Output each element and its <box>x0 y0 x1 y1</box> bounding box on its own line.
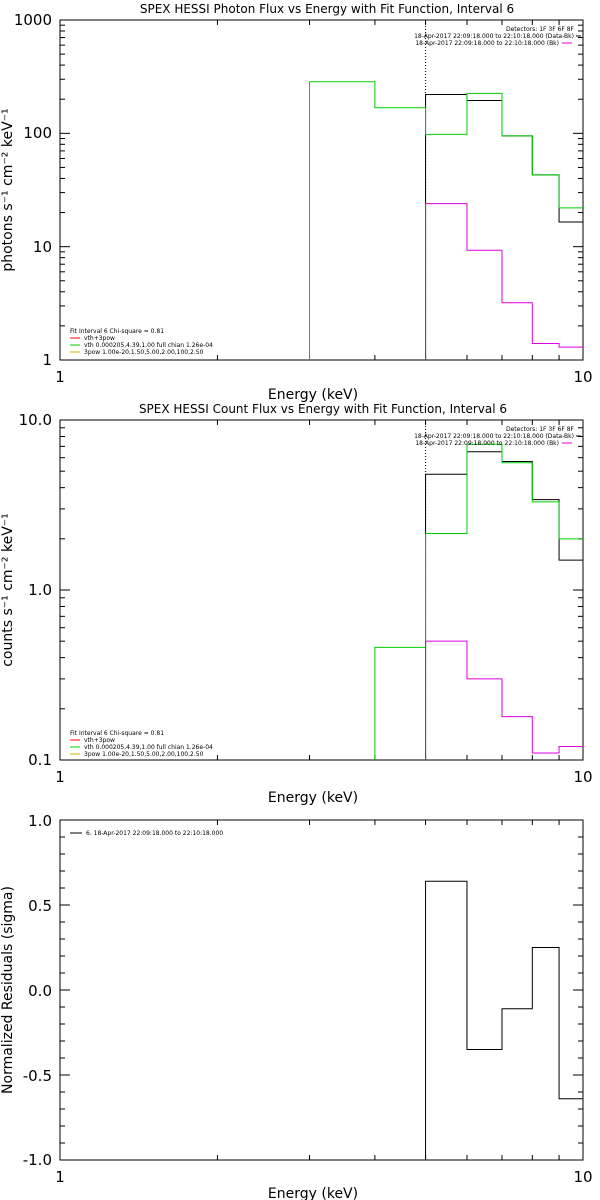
count-legend-3pow: 3pow 1.00e-20,1.50,5.00,2.00,100,2.50 <box>84 751 204 758</box>
count-ytick-1: 1.0 <box>28 581 52 599</box>
residuals-ytick-1: 1.0 <box>28 812 52 830</box>
photon-xtick-10: 10 <box>573 368 592 386</box>
photon-legend-vth3pow: vth+3pow <box>84 335 115 342</box>
count-y-axis-label: counts s⁻¹ cm⁻² keV⁻¹ <box>0 513 16 667</box>
residuals-xtick-1: 1 <box>55 1168 65 1186</box>
photon-info-data-bk: 18-Apr-2017 22:09:18.000 to 22:10:18.000… <box>414 33 574 40</box>
photon-series-background <box>425 203 583 360</box>
residuals-ytick-minus-1: -1.0 <box>23 1151 52 1169</box>
photon-legend-fit: Fit Interval 6 Chi-square = 0.81 <box>70 328 164 335</box>
residuals-series <box>425 880 583 1160</box>
count-legend-fit: Fit Interval 6 Chi-square = 0.81 <box>70 730 164 737</box>
photon-info-detectors: Detectors: 1F 3F 6F 8F <box>506 26 575 33</box>
residuals-plot-frame <box>59 819 584 1161</box>
count-legend: Fit Interval 6 Chi-square = 0.81 vth+3po… <box>70 730 213 758</box>
residuals-xtick-10: 10 <box>573 1168 592 1186</box>
residuals-ytick-0: 0.0 <box>28 982 52 1000</box>
residuals-ytick-minus-0-5: -0.5 <box>23 1067 52 1085</box>
photon-ytick-10: 10 <box>33 238 52 256</box>
count-x-axis-label: Energy (keV) <box>268 790 358 806</box>
photon-legend-3pow: 3pow 1.00e-20,1.50,5.00,2.00,100,2.50 <box>84 349 204 356</box>
photon-ticks <box>59 19 584 361</box>
photon-chart-title: SPEX HESSI Photon Flux vs Energy with Fi… <box>140 2 514 16</box>
count-plot-frame <box>59 419 584 761</box>
count-ytick-0-1: 0.1 <box>28 751 52 769</box>
photon-ytick-100: 100 <box>23 124 52 142</box>
count-info-data-bk: 18-Apr-2017 22:09:18.000 to 22:10:18.000… <box>414 433 574 440</box>
count-flux-panel: SPEX HESSI Count Flux vs Energy with Fit… <box>0 402 593 806</box>
count-series-model <box>374 443 583 760</box>
photon-legend-vth: vth 0.000205,4.39,1.00 full chian 1.26e-… <box>84 342 213 349</box>
residuals-y-axis-label: Normalized Residuals (sigma) <box>0 886 16 1094</box>
count-series-background <box>425 640 583 760</box>
photon-plot-frame <box>59 19 584 361</box>
residuals-ytick-0-5: 0.5 <box>28 897 52 915</box>
photon-y-axis-label: photons s⁻¹ cm⁻² keV⁻¹ <box>0 108 16 271</box>
residuals-legend: 6. 18-Apr-2017 22:09:18.000 to 22:10:18.… <box>70 830 223 837</box>
count-legend-vth3pow: vth+3pow <box>84 737 115 744</box>
count-ticks <box>59 419 584 761</box>
count-info-bk: 18-Apr-2017 22:09:18.000 to 22:10:18.000… <box>415 440 559 447</box>
photon-ytick-1000: 1000 <box>14 11 52 29</box>
count-ytick-10: 10.0 <box>19 411 52 429</box>
count-series-data-bk <box>425 451 583 760</box>
residuals-ticks <box>59 819 584 1161</box>
count-legend-vth: vth 0.000205,4.39,1.00 full chian 1.26e-… <box>84 744 213 751</box>
photon-series-model <box>309 81 583 360</box>
count-info-detectors: Detectors: 1F 3F 6F 8F <box>506 426 575 433</box>
count-xtick-1: 1 <box>55 768 65 786</box>
count-xtick-10: 10 <box>573 768 592 786</box>
count-chart-title: SPEX HESSI Count Flux vs Energy with Fit… <box>139 402 507 416</box>
photon-legend: Fit Interval 6 Chi-square = 0.81 vth+3po… <box>70 328 213 356</box>
photon-ytick-1: 1 <box>42 351 52 369</box>
photon-info-bk: 18-Apr-2017 22:09:18.000 to 22:10:18.000… <box>415 40 559 47</box>
count-info-box: Detectors: 1F 3F 6F 8F 18-Apr-2017 22:09… <box>414 426 581 447</box>
residuals-panel: 1.0 0.5 0.0 -0.5 -1.0 1 10 Energy (keV) … <box>0 812 593 1200</box>
photon-xtick-1: 1 <box>55 368 65 386</box>
residuals-legend-text: 6. 18-Apr-2017 22:09:18.000 to 22:10:18.… <box>86 830 223 837</box>
residuals-x-axis-label: Energy (keV) <box>268 1186 358 1200</box>
photon-info-box: Detectors: 1F 3F 6F 8F 18-Apr-2017 22:09… <box>414 26 581 47</box>
photon-flux-panel: SPEX HESSI Photon Flux vs Energy with Fi… <box>0 2 593 403</box>
photon-x-axis-label: Energy (keV) <box>268 387 358 403</box>
